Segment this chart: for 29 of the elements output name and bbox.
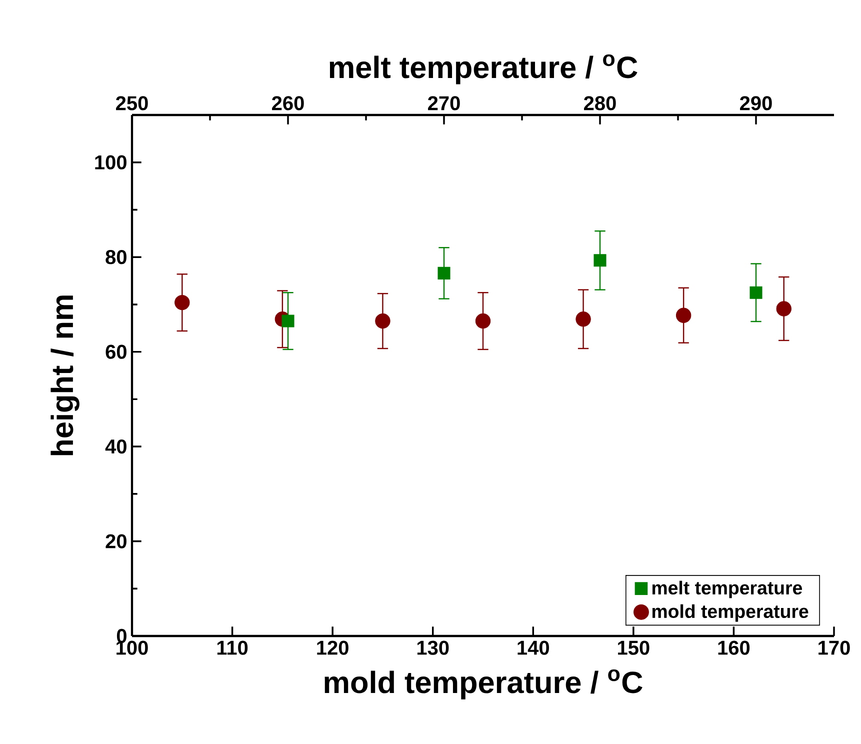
y-tick-label: 60 <box>106 344 126 359</box>
x-tick-label: 140 <box>518 640 549 655</box>
x-tick-label: 150 <box>618 640 650 655</box>
legend-label: mold temperature <box>652 604 808 622</box>
x2-tick-label: 250 <box>116 96 148 110</box>
y-tick-label: 20 <box>106 534 126 548</box>
x-tick-label: 130 <box>417 640 449 655</box>
x-tick-label: 160 <box>718 640 750 655</box>
x-tick-label: 100 <box>116 640 148 655</box>
x-tick-label: 170 <box>818 640 850 655</box>
x-tick-label: 120 <box>317 640 348 655</box>
x2-tick-label: 280 <box>584 96 616 110</box>
point <box>174 294 190 310</box>
point <box>576 312 591 327</box>
x2-axis-title: melt temperature / $^{o}$C <box>330 54 638 84</box>
point <box>776 301 792 316</box>
legend-label: melt temperature <box>652 580 802 598</box>
y-tick-label: 80 <box>106 250 126 264</box>
point <box>475 313 491 329</box>
point <box>676 308 692 323</box>
y-tick-label: 40 <box>105 439 126 454</box>
y-tick-label: 100 <box>95 155 126 170</box>
y-axis-title: height / nm <box>50 296 80 456</box>
x-axis-title: mold temperature / $^{o}$C <box>324 669 642 700</box>
x2-tick-label: 270 <box>428 96 460 110</box>
point <box>375 313 390 329</box>
x2-tick-label: 290 <box>740 96 772 110</box>
x2-tick-label: 260 <box>272 96 304 110</box>
x-tick-label: 110 <box>217 640 248 655</box>
